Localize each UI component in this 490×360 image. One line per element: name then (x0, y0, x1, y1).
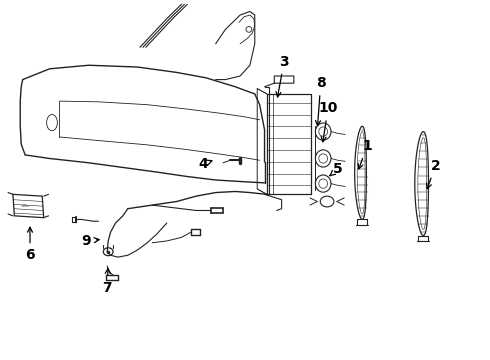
Text: 6: 6 (25, 227, 35, 262)
Text: 2: 2 (427, 159, 441, 189)
Text: 8: 8 (316, 76, 326, 126)
Text: 9: 9 (81, 234, 99, 248)
Text: 10: 10 (318, 101, 338, 142)
Text: 1: 1 (358, 139, 372, 169)
Text: =II=: =II= (21, 204, 30, 208)
Text: 7: 7 (102, 269, 112, 294)
Text: 4: 4 (198, 157, 212, 171)
Text: 3: 3 (276, 55, 289, 97)
Text: 5: 5 (330, 162, 343, 176)
